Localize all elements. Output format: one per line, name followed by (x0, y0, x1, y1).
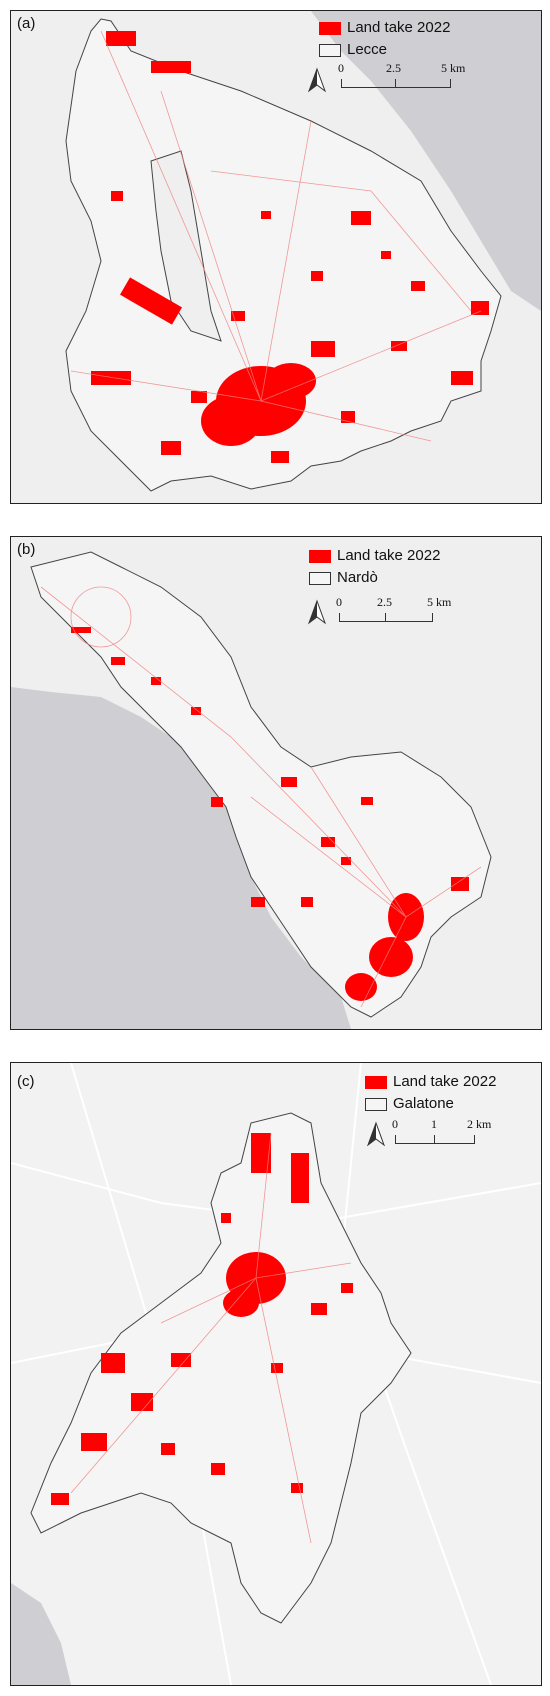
municipality-boundary-b (30, 551, 492, 1018)
map-panel-c: (c) Land take 2022 Galatone 0 1 2 km (10, 1062, 542, 1686)
landtake-patches-c (51, 1133, 353, 1505)
legend-landtake-label-b: Land take 2022 (337, 547, 441, 564)
roads-b (40, 586, 482, 1008)
scale-bar-b: 0 2.5 5 km (336, 591, 469, 631)
landtake-swatch-c (365, 1075, 387, 1089)
scale-mid-tick-a (395, 79, 396, 87)
panel-label-c: (c) (17, 1073, 35, 1090)
municipality-boundary-a (65, 18, 502, 492)
panel-label-a: (a) (17, 15, 36, 32)
roads-c (70, 1132, 352, 1544)
legend-row-landtake-c: Land take 2022 (365, 1071, 496, 1093)
landtake-patches-b (71, 627, 469, 1001)
scale-tick-1-a: 2.5 (386, 61, 401, 75)
scale-tick-2-a: 5 km (441, 61, 466, 75)
map-panel-a: (a) Land take 2022 Lecce 0 2.5 5 km (10, 10, 542, 504)
legend-boundary-label-b: Nardò (337, 569, 378, 586)
scale-tick-0-c: 0 (392, 1117, 398, 1131)
legend-b: Land take 2022 Nardò (309, 545, 440, 589)
legend-row-boundary-b: Nardò (309, 567, 440, 589)
map-c-canvas (11, 1063, 541, 1685)
landtake-swatch-a (319, 21, 341, 35)
legend-boundary-label-c: Galatone (393, 1095, 454, 1112)
scale-tick-0-a: 0 (338, 61, 344, 75)
sea-c (11, 1583, 71, 1685)
legend-row-landtake-b: Land take 2022 (309, 545, 440, 567)
boundary-swatch-a (319, 43, 341, 57)
enclave-a (150, 150, 222, 342)
municipality-boundary-c (30, 1112, 412, 1624)
scale-line-a (341, 79, 451, 88)
north-arrow-icon (366, 1121, 386, 1147)
map-b-canvas (11, 537, 541, 1029)
scale-tick-1-b: 2.5 (377, 595, 392, 609)
boundary-swatch-c (365, 1097, 387, 1111)
legend-landtake-label-a: Land take 2022 (347, 19, 451, 36)
sea-b (11, 687, 351, 1029)
scale-bar-c: 0 1 2 km (392, 1113, 525, 1153)
scale-tick-1-c: 1 (431, 1117, 437, 1131)
map-panel-b: (b) Land take 2022 Nardò 0 2.5 5 km (10, 536, 542, 1030)
north-arrow-icon (307, 67, 327, 93)
legend-landtake-label-c: Land take 2022 (393, 1073, 497, 1090)
legend-c: Land take 2022 Galatone (365, 1071, 496, 1115)
map-a-canvas (11, 11, 541, 503)
boundary-swatch-b (309, 571, 331, 585)
roads-a (70, 30, 482, 442)
panel-label-b: (b) (17, 541, 36, 558)
scale-tick-0-b: 0 (336, 595, 342, 609)
legend-row-boundary-a: Lecce (319, 39, 450, 61)
scale-mid-tick-b (385, 613, 386, 621)
scale-mid-tick-c (434, 1135, 435, 1143)
legend-boundary-label-a: Lecce (347, 41, 388, 58)
north-arrow-icon (307, 599, 327, 625)
scale-tick-2-b: 5 km (427, 595, 452, 609)
sea-a (311, 11, 541, 311)
legend-row-boundary-c: Galatone (365, 1093, 496, 1115)
scale-tick-2-c: 2 km (467, 1117, 492, 1131)
scale-bar-a: 0 2.5 5 km (338, 57, 471, 97)
landtake-patches-a (91, 31, 489, 463)
legend-row-landtake-a: Land take 2022 (319, 17, 450, 39)
scale-line-c (395, 1135, 475, 1144)
legend-a: Land take 2022 Lecce (319, 17, 450, 61)
landtake-swatch-b (309, 549, 331, 563)
scale-line-b (339, 613, 433, 622)
